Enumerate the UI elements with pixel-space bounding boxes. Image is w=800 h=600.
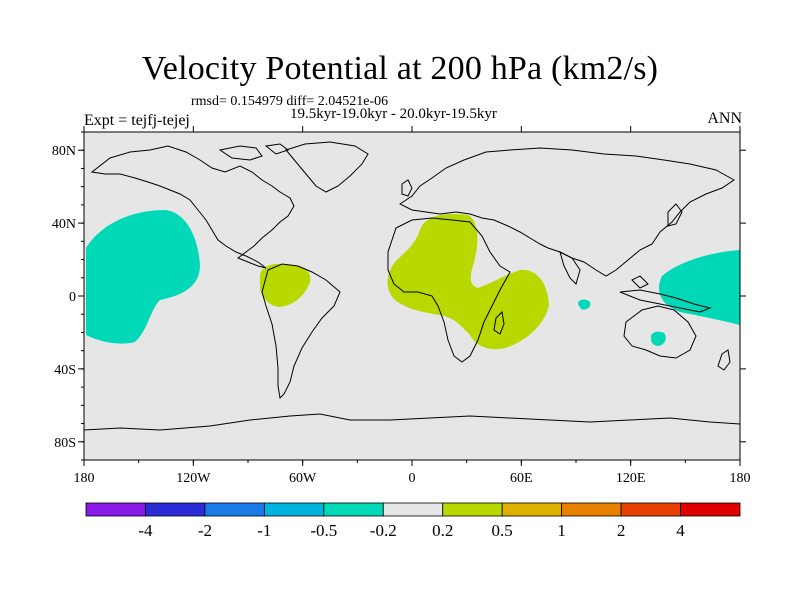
coast-africa	[387, 217, 511, 363]
west-pacific-negative-region	[659, 250, 740, 325]
colorbar-label: 2	[617, 521, 626, 540]
coast-south-america	[261, 263, 341, 400]
colorbar-swatch	[263, 502, 325, 517]
coast-antarctica	[83, 413, 741, 431]
colorbar-label: 1	[557, 521, 566, 540]
coast-eurasia	[399, 147, 735, 277]
coast-madagascar	[493, 310, 505, 335]
colorbar-swatch	[680, 502, 741, 517]
africa-positive-region	[387, 213, 549, 350]
colorbar-swatch	[382, 502, 444, 517]
coast-north-america	[90, 145, 295, 269]
lon-tick-label: 180	[730, 471, 751, 486]
colorbar-label: -0.5	[310, 521, 337, 540]
colorbar-label: -4	[138, 521, 153, 540]
colorbar: -4 -2 -1 -0.5 -0.2 0.2 0.5 1 2 4	[85, 502, 741, 540]
colorbar-label: 0.5	[492, 521, 513, 540]
colorbar-label: -1	[257, 521, 271, 540]
lat-tick-label: 40S	[54, 363, 76, 378]
colorbar-swatch	[620, 502, 681, 517]
experiment-label: Expt = tejfj-tejej	[84, 112, 190, 129]
colorbar-swatch	[323, 502, 384, 517]
indian-ocean-negative-region	[578, 299, 591, 310]
coast-indian-subcontinent	[559, 251, 581, 285]
coast-japan	[667, 203, 683, 227]
lon-tick-label: 0	[409, 471, 416, 486]
coast-australia	[623, 305, 697, 359]
australia-negative-region	[650, 331, 666, 346]
plot-title: Velocity Potential at 200 hPa (km2/s)	[141, 50, 659, 87]
colorbar-label: 0.2	[432, 521, 453, 540]
colorbar-swatch	[561, 502, 622, 517]
coast-british-isles	[401, 179, 413, 197]
coast-arctic-islands	[218, 143, 290, 161]
lat-tick-label: 0	[69, 290, 76, 305]
colorbar-label: -0.2	[370, 521, 397, 540]
rmsd-stats: rmsd= 0.154979 diff= 2.04521e-06	[191, 94, 389, 109]
axis-ticks: 80N 40N 0 40S 80S 180 120W 60W 0 60E 120E 180	[52, 126, 751, 486]
lat-tick-label: 80S	[54, 436, 76, 451]
colorbar-swatch	[204, 502, 265, 517]
colorbar-swatch	[501, 502, 563, 517]
lon-tick-label: 60E	[510, 471, 533, 486]
east-pacific-negative-region	[86, 210, 200, 344]
colorbar-swatch	[145, 502, 206, 517]
colorbar-label: -2	[198, 521, 212, 540]
colorbar-swatch	[442, 502, 503, 517]
lat-tick-label: 80N	[52, 144, 76, 159]
coast-new-zealand	[717, 349, 731, 371]
season-label: ANN	[707, 110, 742, 127]
colorbar-label: 4	[676, 521, 685, 540]
period-label: 19.5kyr-19.0kyr - 20.0kyr-19.5kyr	[290, 106, 497, 122]
coast-greenland	[285, 141, 369, 193]
south-america-positive-region	[260, 263, 311, 307]
lon-tick-label: 120W	[176, 471, 211, 486]
lon-tick-label: 180	[74, 471, 95, 486]
coastlines	[83, 141, 741, 431]
lat-tick-label: 40N	[52, 217, 76, 232]
lon-tick-label: 60W	[289, 471, 317, 486]
coast-maritime-continent	[619, 275, 712, 313]
colorbar-swatch	[85, 502, 146, 517]
lon-tick-label: 120E	[616, 471, 646, 486]
